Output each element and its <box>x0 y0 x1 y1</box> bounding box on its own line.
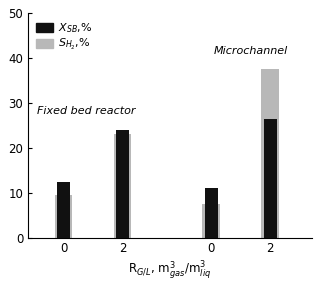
Bar <box>57 182 70 238</box>
Legend: $X_{SB}$,%, $S_{H_2}$,%: $X_{SB}$,%, $S_{H_2}$,% <box>34 19 94 55</box>
Text: Microchannel: Microchannel <box>214 46 288 56</box>
Bar <box>261 69 279 238</box>
Bar <box>202 204 220 238</box>
Text: Fixed bed reactor: Fixed bed reactor <box>37 106 135 117</box>
Bar <box>114 135 132 238</box>
Bar <box>55 195 72 238</box>
Bar <box>264 119 277 238</box>
Bar <box>116 130 129 238</box>
Bar <box>205 188 218 238</box>
X-axis label: R$_{G/L}$, m$^3_{gas}$/m$^3_{liq}$: R$_{G/L}$, m$^3_{gas}$/m$^3_{liq}$ <box>128 260 212 282</box>
